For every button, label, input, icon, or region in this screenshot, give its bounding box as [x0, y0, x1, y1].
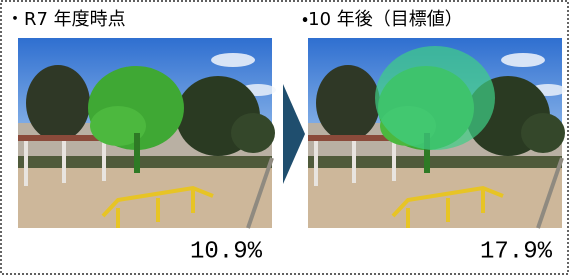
arrow	[283, 84, 305, 184]
panel-title: ・R7 年度時点	[6, 9, 126, 30]
canopy-value: 10.9%	[190, 238, 263, 265]
figure: ・R7 年度時点 10.9% ・10 年後（目標値） 17.9%	[0, 0, 569, 275]
future-canopy	[375, 46, 495, 150]
body: ・R7 年度時点 10.9% ・10 年後（目標値） 17.9% (() => …	[0, 0, 569, 275]
panel-title: ・10 年後（目標値）	[302, 9, 463, 30]
canopy-value: 17.9%	[480, 238, 553, 265]
photo-current	[18, 38, 276, 228]
page: Tree canopy comparison {"panels": [ {"ti…	[0, 0, 569, 275]
